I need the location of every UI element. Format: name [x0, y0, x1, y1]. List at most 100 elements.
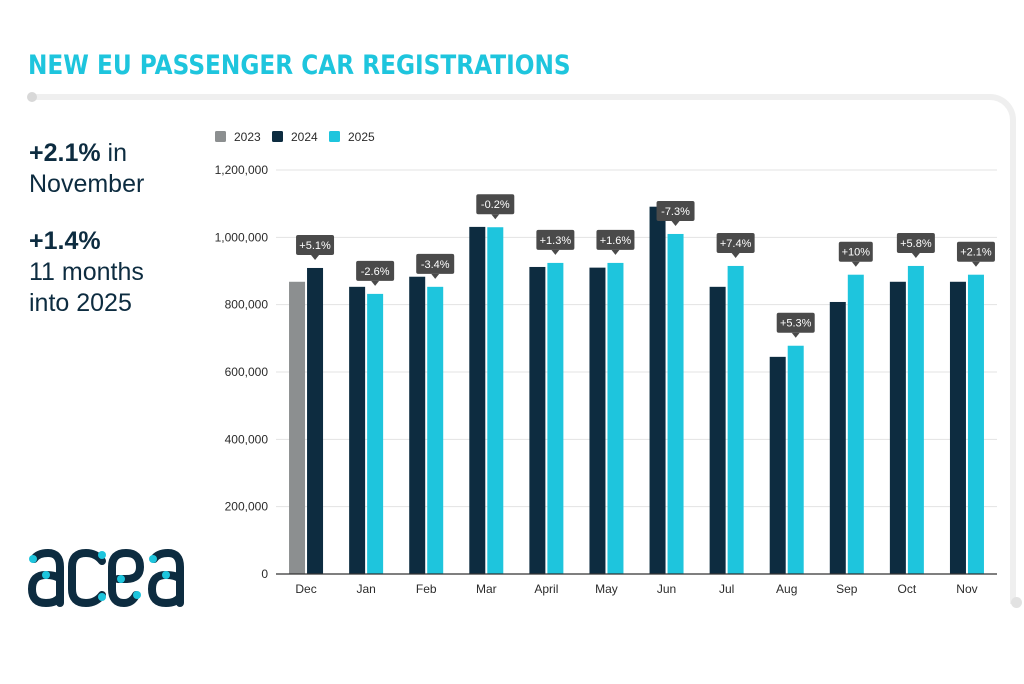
- x-tick-label: Nov: [956, 582, 977, 596]
- chart-annotations: +5.1% -2.6% -3.4% -0.2% +1.3% +1.6% -7.3% +7.4%…: [296, 194, 995, 338]
- annotation-callout: +1.6%: [596, 229, 635, 255]
- highlight-suffix: in: [100, 139, 127, 167]
- x-tick-label: Jun: [657, 582, 676, 596]
- legend-label: 2024: [291, 130, 318, 144]
- callout-label: +1.6%: [600, 235, 632, 247]
- x-tick-label: Oct: [898, 582, 917, 596]
- callout-pointer: [491, 214, 500, 220]
- y-tick-label: 400,000: [225, 432, 269, 446]
- callout-box: [356, 260, 395, 281]
- highlight-label-2: into 2025: [29, 289, 132, 317]
- x-tick-label: Jan: [356, 582, 375, 596]
- callout-label: -7.3%: [661, 206, 690, 218]
- annotation-callout: -3.4%: [416, 253, 455, 279]
- logo-dot: [117, 575, 125, 583]
- bar-2025-nov: [967, 274, 984, 574]
- callout-label: +5.3%: [780, 318, 812, 330]
- logo-dot: [162, 571, 170, 579]
- bar-2025-jun: [667, 233, 684, 574]
- bar-2025-jul: [727, 265, 744, 574]
- callout-box: [716, 232, 755, 253]
- callout-box: [596, 229, 635, 250]
- callout-box: [476, 194, 515, 215]
- frame-dot-left: [27, 92, 37, 102]
- bar-2023-dec: [289, 281, 306, 574]
- page-title: NEW EU PASSENGER CAR REGISTRATIONS: [28, 50, 571, 81]
- bar-2024-oct: [889, 281, 906, 574]
- highlight-label: 11 months: [29, 258, 144, 286]
- x-tick-label: Mar: [476, 582, 497, 596]
- callout-label: +10%: [842, 247, 871, 259]
- bar-2025-oct: [907, 265, 924, 574]
- callout-pointer: [611, 249, 620, 255]
- annotation-callout: +1.3%: [536, 229, 575, 255]
- y-tick-label: 0: [261, 567, 268, 581]
- callout-label: +7.4%: [720, 238, 752, 250]
- acea-logo: [27, 548, 184, 608]
- callout-pointer: [791, 332, 800, 338]
- annotation-callout: -2.6%: [356, 260, 395, 286]
- callout-pointer: [851, 261, 860, 267]
- bar-2025-mar: [487, 227, 504, 574]
- annotation-callout: +5.3%: [776, 312, 815, 338]
- legend-swatch-2024: [272, 131, 283, 142]
- callout-pointer: [671, 220, 680, 226]
- callout-box: [536, 229, 575, 250]
- legend-label: 2025: [348, 130, 375, 144]
- bar-2024-may: [589, 267, 606, 574]
- bar-2025-jan: [367, 293, 384, 574]
- y-tick-label: 200,000: [225, 500, 269, 514]
- highlight-ytd: +1.4% 11 months into 2025: [29, 226, 144, 319]
- logo-dot: [42, 571, 50, 579]
- highlight-label: November: [29, 170, 145, 198]
- callout-label: +5.8%: [900, 238, 932, 250]
- annotation-callout: +5.1%: [296, 234, 335, 260]
- bar-2025-sep: [847, 274, 864, 574]
- bar-2024-april: [529, 266, 546, 574]
- bar-2024-mar: [469, 226, 486, 574]
- callout-box: [656, 200, 695, 221]
- logo-dot: [149, 555, 157, 563]
- callout-pointer: [551, 249, 560, 255]
- decorative-frame: [30, 94, 1016, 604]
- bar-2025-april: [547, 262, 564, 574]
- annotation-callout: +2.1%: [956, 241, 995, 267]
- logo-dot: [98, 551, 106, 559]
- annotation-callout: +10%: [838, 241, 873, 267]
- callout-pointer: [731, 252, 740, 258]
- chart-gridlines: [276, 169, 997, 508]
- callout-box: [416, 253, 455, 274]
- x-axis: Dec Jan Feb Mar April May Jun Jul Aug Sep Oct Nov: [276, 573, 997, 596]
- callout-label: +5.1%: [299, 240, 331, 252]
- callout-pointer: [371, 280, 380, 286]
- bar-2024-feb: [409, 276, 426, 574]
- annotation-callout: +7.4%: [716, 232, 755, 258]
- highlight-value: +1.4%: [29, 227, 101, 255]
- frame-dot-right: [1011, 597, 1022, 608]
- callout-box: [896, 232, 935, 253]
- annotation-callout: +5.8%: [896, 232, 935, 258]
- callout-box: [838, 241, 873, 262]
- x-tick-label: Sep: [836, 582, 858, 596]
- x-tick-label: April: [534, 582, 558, 596]
- y-tick-label: 1,000,000: [215, 230, 269, 244]
- bar-2025-aug: [787, 345, 804, 574]
- legend-swatch-2023: [215, 131, 226, 142]
- callout-box: [296, 234, 335, 255]
- callout-pointer: [431, 273, 440, 279]
- callout-label: +1.3%: [540, 235, 572, 247]
- bar-2024-jan: [349, 286, 366, 574]
- callout-pointer: [971, 261, 980, 267]
- annotation-callout: -7.3%: [656, 200, 695, 226]
- bar-2024-sep: [829, 301, 846, 574]
- legend-label: 2023: [234, 130, 261, 144]
- x-tick-label: Dec: [295, 582, 316, 596]
- callout-label: -3.4%: [421, 259, 450, 271]
- highlight-value: +2.1%: [29, 139, 101, 167]
- y-axis: 0 200,000 400,000 600,000 800,000 1,000,000 1,…: [215, 163, 269, 581]
- x-tick-label: May: [595, 582, 618, 596]
- y-tick-label: 800,000: [225, 298, 269, 312]
- y-tick-label: 600,000: [225, 365, 269, 379]
- callout-label: -0.2%: [481, 199, 510, 211]
